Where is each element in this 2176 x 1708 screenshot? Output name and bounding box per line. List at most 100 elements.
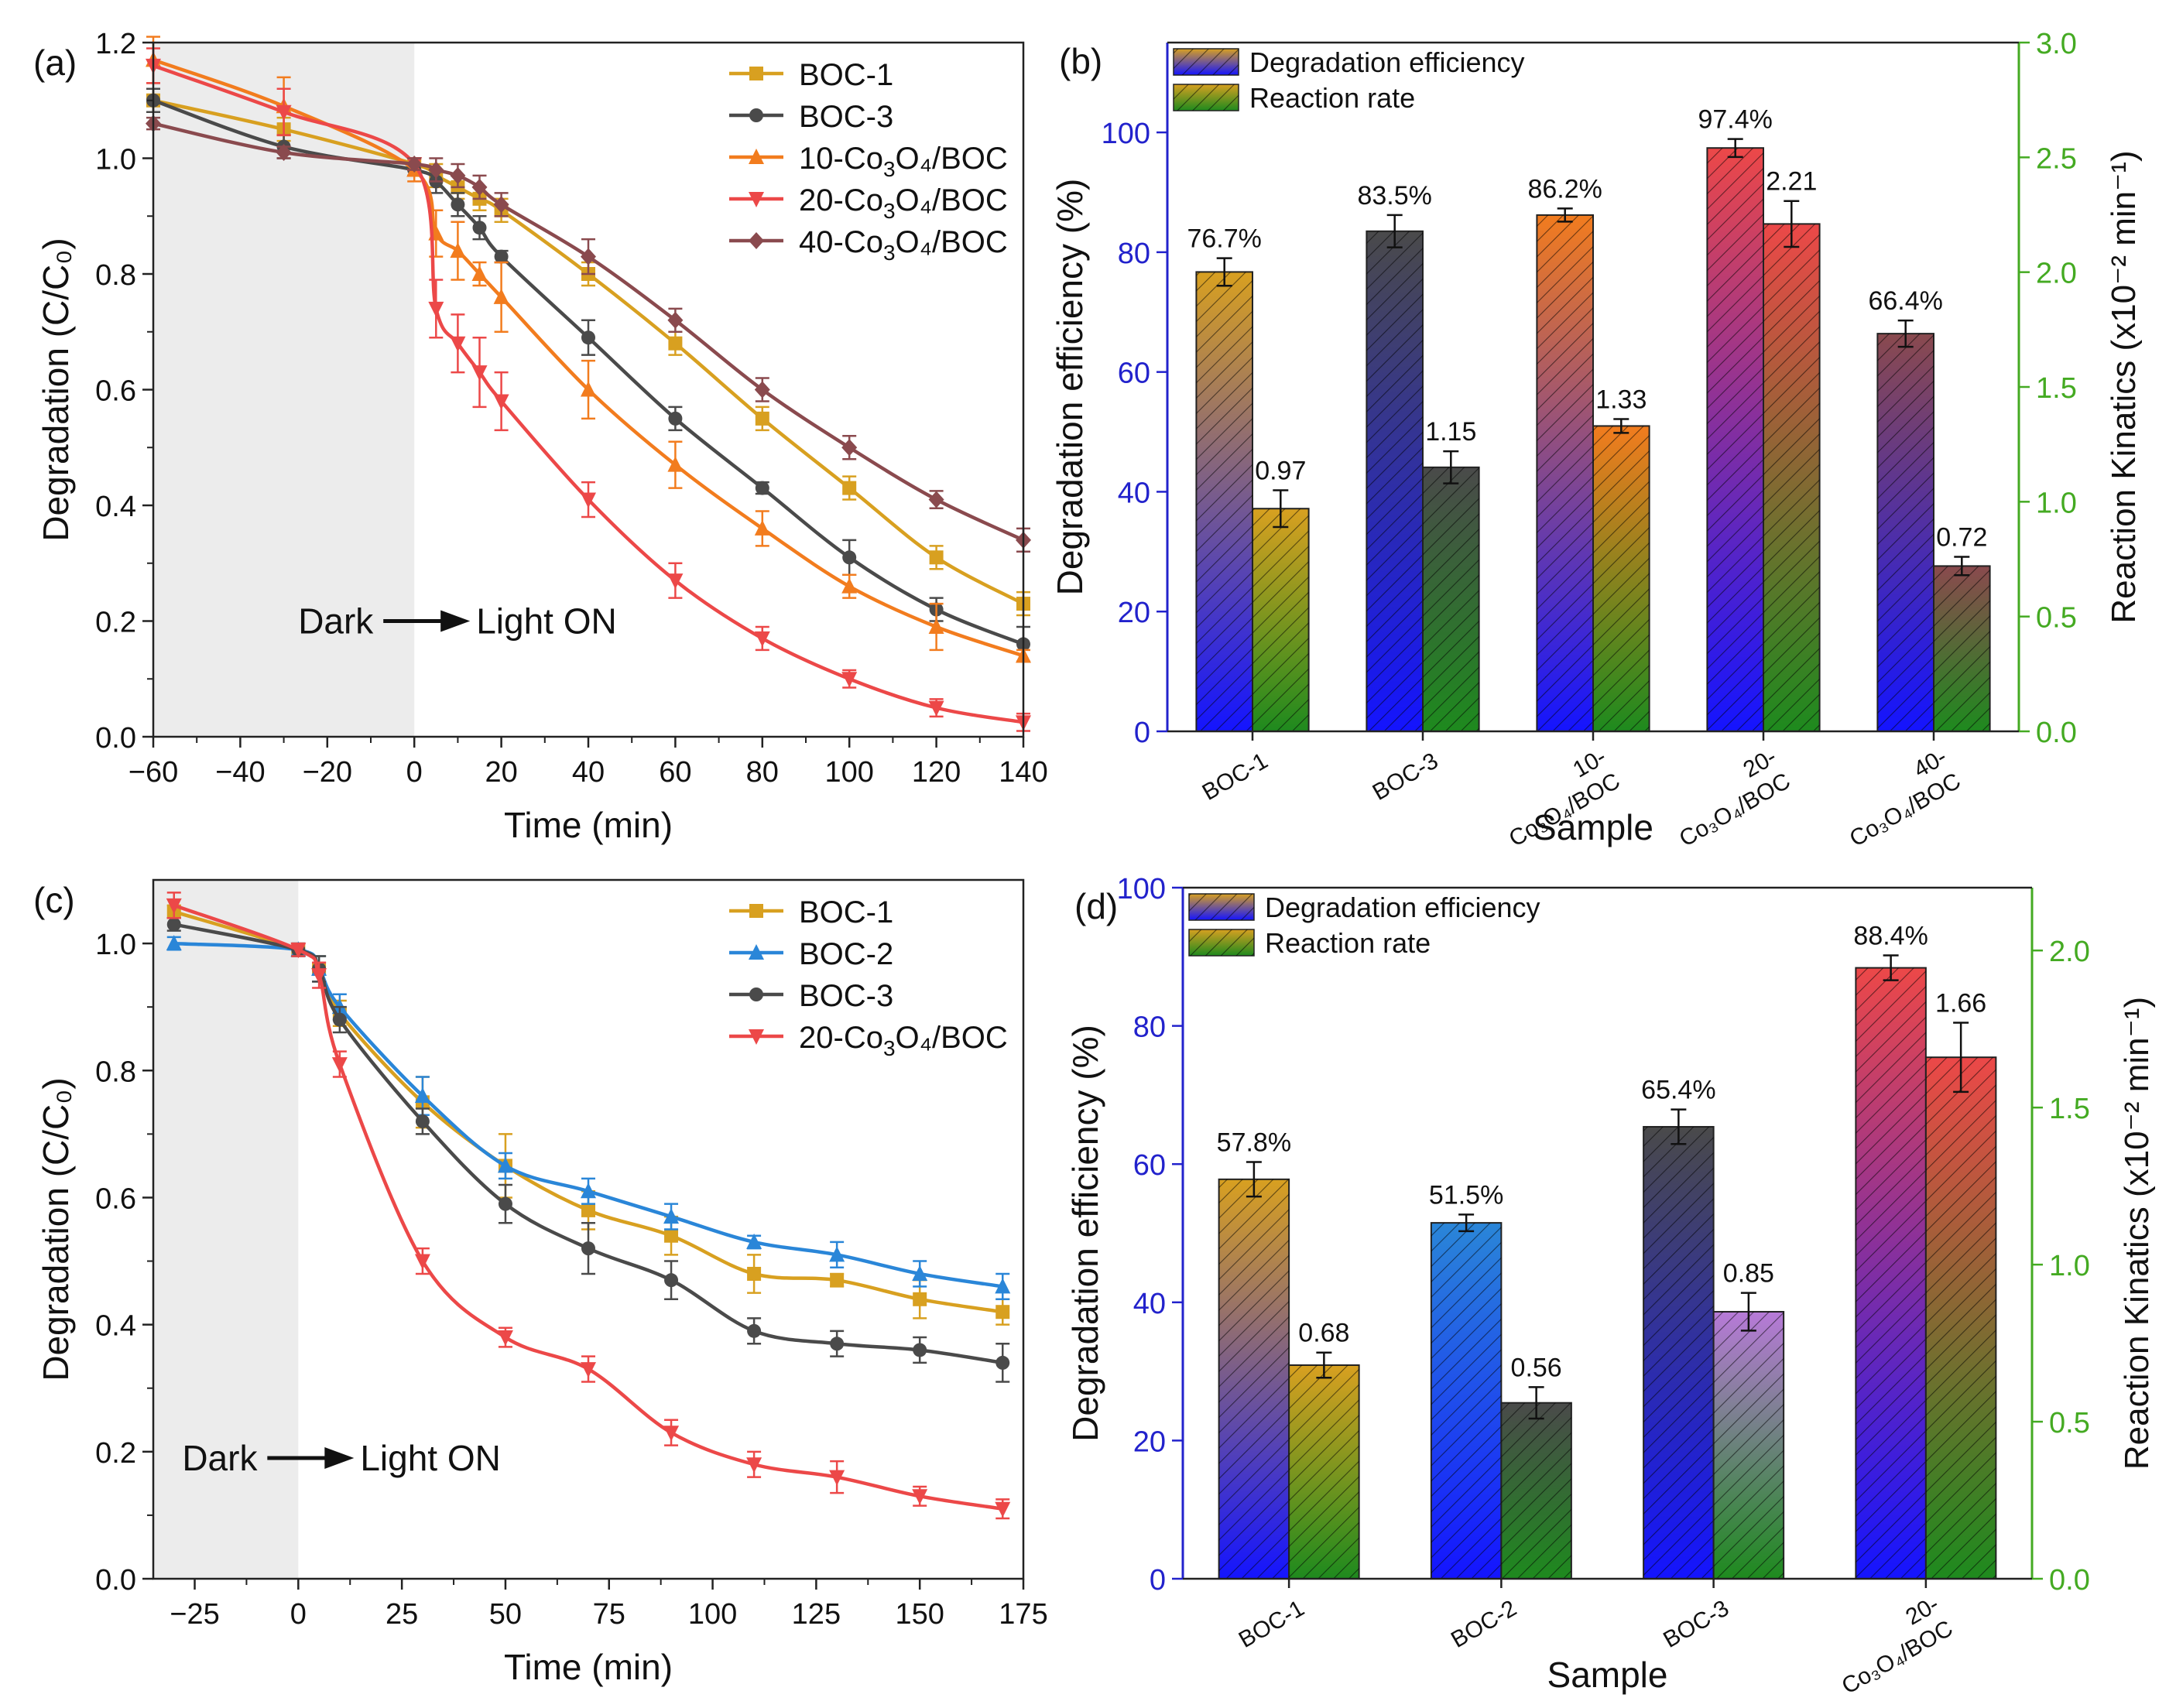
legend-label: BOC-2 [799,937,893,971]
data-point [493,288,509,304]
data-point [493,394,509,410]
legend-label-main: 20-Co [799,1021,883,1055]
x-tick-label: −20 [303,756,352,789]
legend-marker [749,1029,764,1045]
data-point [754,631,770,647]
legend-entry: 20-Co3O₄/BOC [729,1021,1008,1060]
x-tick-label: 150 [895,1598,944,1631]
y-tick-label: 0.2 [95,1437,136,1470]
y2-axis-label: Reaction Kinatics (x10⁻² min⁻¹) [2105,150,2143,623]
category-label: BOC-1 [1235,1595,1309,1652]
y2-tick-label: 1.5 [2049,1093,2090,1125]
data-point [498,1196,512,1211]
bar-value-label: 65.4% [1641,1076,1715,1105]
y2-tick-label: 2.0 [2049,936,2090,968]
legend-label-tail: O₄/BOC [896,142,1008,176]
legend-label-main: 40-Co [799,225,883,259]
data-point [667,456,684,472]
bar-value-label: 97.4% [1698,105,1772,135]
data-point [995,1305,1010,1320]
y-tick-label: 60 [1133,1149,1166,1182]
data-point [755,481,769,495]
legend-label-main: 10-Co [799,142,883,176]
category-label: 20-Co₃O₄/BOC [1838,1591,1958,1699]
legend-marker [749,944,764,960]
legend-entry: BOC-1 [729,58,893,92]
category-label-line2: Co₃O₄/BOC [1675,768,1795,851]
data-point [663,1426,680,1442]
x-axis-label: Sample [1547,1655,1668,1695]
legend-label-main: BOC-1 [799,58,893,92]
legend-label-sub: 3 [883,157,896,181]
category-label: BOC-3 [1369,748,1443,805]
data-point [581,330,595,345]
data-point [746,1457,762,1474]
legend-label-main: 20-Co [799,183,883,217]
data-point [663,1208,680,1224]
bar-value-label: 76.7% [1187,224,1261,254]
legend-label: BOC-3 [799,100,893,134]
data-point [664,1228,679,1243]
bar-value-label: 0.56 [1511,1353,1562,1382]
data-point [755,411,769,426]
data-point [995,1501,1011,1518]
legend-entry: 20-Co3O₄/BOC [729,183,1008,223]
bar-hatch [1763,224,1820,731]
legend-label-tail: O₄/BOC [896,1021,1008,1055]
data-point [842,550,857,565]
x-tick-label: 0 [406,756,423,789]
bar-hatch [1218,1179,1290,1579]
category-label-line2: Co₃O₄/BOC [1838,1615,1958,1699]
data-point [746,1233,762,1249]
annotation-arrow-head [440,610,471,632]
legend-entry: 40-Co3O₄/BOC [729,225,1008,265]
data-point [471,365,488,382]
legend-label-sub: 3 [883,241,896,265]
y2-tick-label: 0.0 [2049,1564,2090,1597]
data-point [667,311,684,329]
series-line [152,98,1025,606]
legend-marker [749,192,764,207]
panel-label: (d) [1074,886,1118,926]
legend-marker [749,987,763,1001]
x-tick-label: 175 [999,1598,1047,1631]
data-point [166,917,181,932]
data-point [581,1183,596,1199]
legend-label: BOC-1 [799,895,893,929]
data-point [912,1265,928,1281]
data-point [913,1292,927,1306]
data-point [829,1246,845,1262]
bar-hatch [1877,334,1934,732]
data-point [414,1254,430,1270]
y-tick-label: 40 [1118,477,1150,509]
category-label: 20-Co₃O₄/BOC [1675,744,1795,852]
bar-hatch [1643,1126,1714,1579]
legend-label: BOC-3 [799,979,893,1013]
data-point [929,550,944,565]
legend-swatch-hatch [1174,49,1239,75]
category-label-line1: BOC-3 [1659,1595,1733,1652]
x-tick-label: 50 [489,1598,522,1631]
data-point [928,491,944,508]
y-tick-label: 0 [1150,1564,1166,1597]
data-point [332,1012,347,1027]
data-point [754,519,770,536]
panel-label: (a) [33,43,77,83]
legend-entry: Reaction rate [1173,82,1415,114]
series-line [152,122,1024,542]
annotation-arrow-head [324,1447,355,1470]
y-tick-label: 20 [1118,597,1150,629]
y2-tick-label: 1.0 [2036,487,2077,519]
legend-label-main: BOC-3 [799,979,893,1013]
bar-hatch [1593,426,1650,731]
y-tick-label: 1.0 [95,929,136,961]
data-point [471,265,488,281]
bar-hatch [1934,566,1990,731]
data-point [406,155,423,173]
data-point [829,1470,845,1486]
data-point [913,1343,927,1357]
data-point [276,104,292,121]
x-tick-label: 20 [485,756,517,789]
bar-hatch [1289,1364,1359,1579]
